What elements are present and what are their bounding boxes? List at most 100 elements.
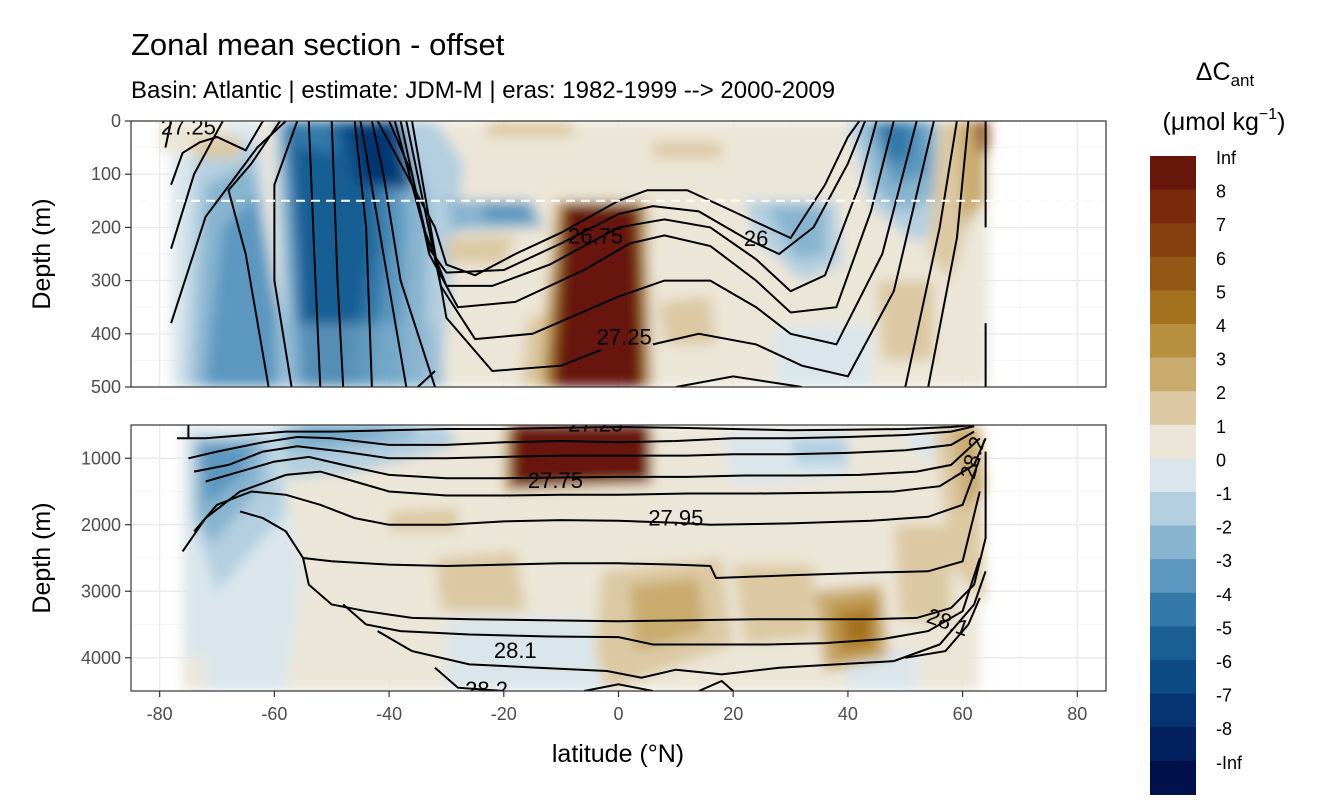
- isopycnal-line: [273, 121, 299, 387]
- x-tick-label: -20: [491, 704, 517, 724]
- offset-region: [446, 235, 516, 265]
- isopycnal-line: [434, 666, 504, 691]
- legend-label: 2: [1216, 383, 1226, 403]
- legend-swatch: [1150, 559, 1196, 594]
- legend-swatch: [1150, 357, 1196, 392]
- y-tick-label: 500: [91, 377, 121, 397]
- x-axis: -80 -60 -40 -20 0 20 40 60 80: [147, 691, 1087, 724]
- offset-field-lower: [182, 425, 986, 691]
- legend-label: -2: [1216, 518, 1232, 538]
- y-axis-title-upper: Depth (m): [28, 198, 56, 309]
- y-tick-label: 0: [111, 111, 121, 131]
- offset-region: [274, 323, 447, 387]
- legend-label: 4: [1216, 316, 1226, 336]
- offset-region: [876, 121, 911, 164]
- legend-label: -5: [1216, 618, 1232, 638]
- density-contours-upper: [164, 121, 987, 387]
- contour-label: 28.1: [494, 638, 537, 663]
- isopycnal-line: [342, 557, 981, 646]
- y-tick-label: 1000: [81, 448, 121, 468]
- legend-swatch: [1150, 660, 1196, 695]
- x-tick-label: 20: [723, 704, 743, 724]
- offset-field-upper: [159, 121, 989, 387]
- isopycnal-line: [170, 121, 264, 186]
- contour-label: 27.25: [161, 114, 216, 139]
- legend-swatch: [1150, 525, 1196, 560]
- legend-swatch: [1150, 424, 1196, 459]
- isopycnal-line: [583, 683, 654, 691]
- y-axis-title-lower: Depth (m): [28, 502, 56, 613]
- contour-label: 26: [744, 226, 768, 251]
- offset-region: [893, 524, 952, 625]
- legend-swatch: [1150, 760, 1196, 795]
- contour-label: 27.75: [528, 468, 583, 493]
- isopycnal-line: [652, 121, 935, 378]
- offset-region: [205, 195, 292, 387]
- legend-swatch: [1150, 592, 1196, 627]
- legend-swatch: [1150, 256, 1196, 291]
- legend-swatch: [1150, 458, 1196, 493]
- chart-title: Zonal mean section - offset: [131, 27, 505, 62]
- x-tick-label: -40: [376, 704, 402, 724]
- legend-label: 6: [1216, 249, 1226, 269]
- contour-label: 27.25: [568, 412, 623, 437]
- legend-swatch: [1150, 290, 1196, 325]
- y-tick-label: 2000: [81, 515, 121, 535]
- isopycnal-line: [193, 457, 981, 533]
- isopycnal-line: [376, 121, 861, 277]
- legend-label: -1: [1216, 484, 1232, 504]
- isopycnal-line: [353, 121, 373, 387]
- legend-label: 5: [1216, 282, 1226, 302]
- isopycnal-line: [417, 370, 436, 387]
- legend-label: 0: [1216, 450, 1226, 470]
- isopycnal-line: [307, 121, 322, 387]
- legend-label: -Inf: [1216, 753, 1243, 773]
- offset-region: [733, 564, 814, 645]
- isopycnal-line: [927, 121, 970, 387]
- legend-swatch: [1150, 324, 1196, 359]
- legend: ΔCant (μmol kg−1) Inf 8 7 6 5 4 3 2 1 0 -1 -2 -3 -4 -5…: [1150, 58, 1285, 795]
- y-axis-upper: 0 100 200 300 400 500: [91, 111, 131, 397]
- density-contours-lower: [176, 425, 987, 691]
- offset-region: [658, 296, 716, 345]
- x-tick-label: -60: [261, 704, 287, 724]
- isopycnal-line: [181, 437, 987, 552]
- legend-keys: Inf 8 7 6 5 4 3 2 1 0 -1 -2 -3 -4 -5 -6 -7 -8 -Inf: [1150, 148, 1243, 795]
- contour-label: 26.75: [568, 223, 623, 248]
- offset-region: [652, 142, 722, 159]
- y-tick-label: 4000: [81, 648, 121, 668]
- y-axis-lower: 1000 2000 3000 4000: [81, 448, 131, 668]
- x-tick-label: 40: [838, 704, 858, 724]
- offset-region: [291, 121, 338, 153]
- legend-label: -6: [1216, 652, 1232, 672]
- isopycnal-line: [330, 121, 345, 387]
- offset-region: [480, 203, 533, 223]
- isopycnal-line: [188, 425, 975, 460]
- isopycnal-line: [698, 679, 734, 691]
- legend-swatch: [1150, 626, 1196, 661]
- contour-label: 28.2: [465, 677, 508, 702]
- isopycnal-line: [193, 430, 975, 473]
- y-tick-label: 400: [91, 324, 121, 344]
- x-tick-label: -80: [147, 704, 173, 724]
- legend-swatch: [1150, 492, 1196, 527]
- y-tick-label: 3000: [81, 581, 121, 601]
- isopycnal-line: [239, 491, 981, 580]
- offset-region: [773, 323, 871, 387]
- isopycnal-line: [370, 121, 436, 387]
- isopycnal-line: [405, 121, 918, 346]
- legend-swatch: [1150, 189, 1196, 224]
- isopycnal-line: [905, 597, 981, 659]
- legend-label: 3: [1216, 350, 1226, 370]
- isopycnal-line: [302, 451, 987, 623]
- isopycnal-line: [164, 121, 173, 148]
- legend-label: 7: [1216, 215, 1226, 235]
- legend-label: -3: [1216, 551, 1232, 571]
- legend-label: Inf: [1216, 148, 1237, 168]
- offset-region: [389, 508, 458, 532]
- offset-region: [194, 137, 240, 159]
- isopycnal-line: [377, 570, 987, 679]
- isopycnal-line: [399, 121, 895, 314]
